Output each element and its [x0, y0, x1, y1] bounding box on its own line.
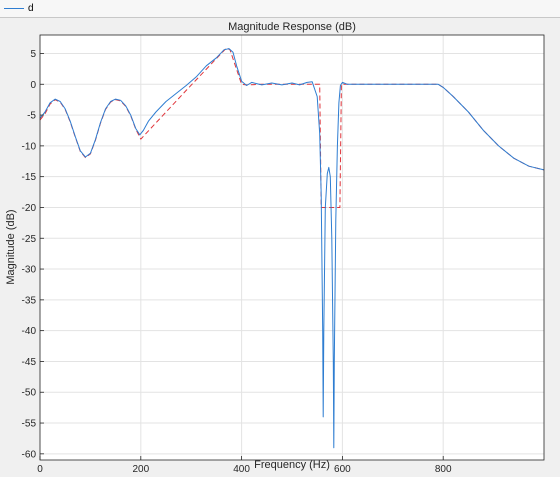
- legend-item-d[interactable]: d: [4, 1, 34, 16]
- chart-title: Magnitude Response (dB): [228, 21, 356, 33]
- y-tick-label: -40: [22, 326, 37, 337]
- y-tick-label: -25: [22, 234, 37, 245]
- ticks: 0 200 400 600 800 5 0 -5 -10 -15 -20 -25 -30 -35 -40 -4…: [22, 49, 452, 475]
- plot-frame: [39, 34, 545, 461]
- y-tick-label: -30: [22, 265, 37, 276]
- series-line-d: [39, 48, 545, 449]
- magnitude-response-chart: 0 200 400 600 800 5 0 -5 -10 -15 -20 -25 -30 -35 -40 -4…: [5, 21, 545, 475]
- x-tick-label: 400: [233, 464, 250, 475]
- x-tick-label: 800: [435, 464, 452, 475]
- y-tick-label: -55: [22, 419, 37, 430]
- x-tick-label: 600: [334, 464, 351, 475]
- y-tick-label: -35: [22, 295, 37, 306]
- x-axis-label: Frequency (Hz): [254, 459, 330, 471]
- y-tick-label: 5: [30, 49, 36, 60]
- legend: d: [0, 0, 560, 18]
- y-tick-label: -45: [22, 357, 37, 368]
- y-tick-label: -50: [22, 388, 37, 399]
- y-tick-label: -10: [22, 141, 37, 152]
- y-tick-label: -5: [27, 111, 36, 122]
- y-tick-label: 0: [30, 80, 36, 91]
- y-tick-label: -60: [22, 449, 37, 460]
- y-axis-label: Magnitude (dB): [5, 209, 17, 284]
- grid: [39, 35, 544, 460]
- series-layer: [39, 47, 545, 449]
- y-tick-label: -15: [22, 172, 37, 183]
- x-tick-label: 200: [132, 464, 149, 475]
- y-tick-label: -20: [22, 203, 37, 214]
- legend-label: d: [28, 3, 34, 14]
- plot-background: [40, 35, 544, 460]
- x-tick-label: 0: [37, 464, 43, 475]
- legend-line-swatch: [4, 8, 24, 9]
